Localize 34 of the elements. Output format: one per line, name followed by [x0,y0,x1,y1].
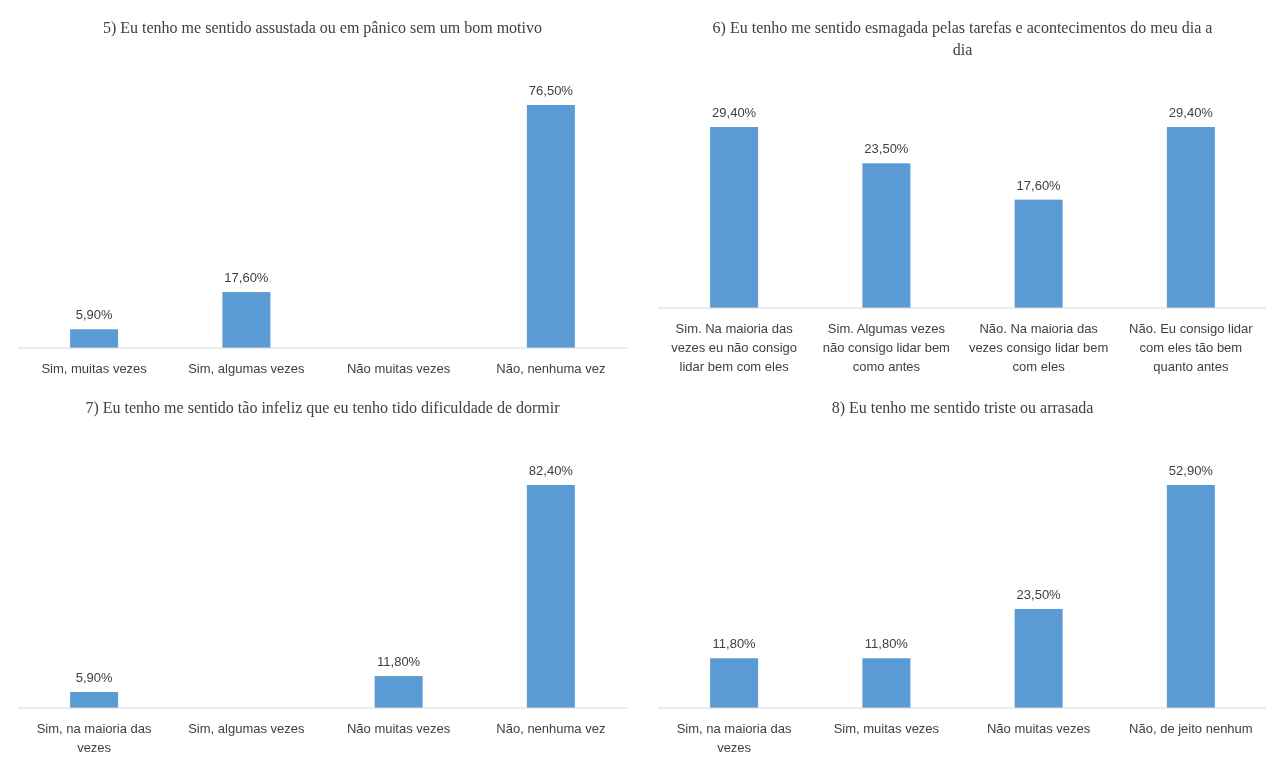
x-tick-label: Não muitas vezes [346,361,451,376]
data-label: 11,80% [864,636,909,652]
data-label: 23,50% [864,141,909,157]
data-label: 5,90% [75,307,113,323]
x-tick-label: Não. Na maioria das vezes consigo lidar bem com eles [968,321,1109,374]
chart-title: 6) Eu tenho me sentido esmagada pelas tarefas e acontecimentos do meu dia a dia [712,19,1213,58]
data-label: 11,80% [712,636,757,652]
data-label: 5,90% [75,670,113,686]
x-tick-label: Sim, algumas vezes [188,721,306,736]
x-tick-label: Não muitas vezes [986,721,1091,736]
data-label: 17,60% [1016,177,1062,193]
chart-title: 8) Eu tenho me sentido triste ou arrasada [831,399,1094,417]
x-tick-label: Não muitas vezes [346,721,451,736]
x-tick-label: Sim, na maioria das vezes [36,721,153,755]
data-label: 11,80% [377,654,421,670]
data-label: 29,40% [712,105,757,120]
x-tick-label: Sim. Na maioria das vezes eu não consigo lidar bem com eles [671,321,798,374]
data-label: 17,60% [224,270,269,286]
data-label: 29,40% [1168,105,1214,120]
x-tick-label: Não, nenhuma vez [496,721,606,736]
x-tick-label: Não, de jeito nenhum [1129,721,1253,736]
chart-title: 7) Eu tenho me sentido tão infeliz que eu tenho tido dificuldade de dormir [85,399,561,417]
x-tick-label: Não, nenhuma vez [496,361,606,376]
x-tick-label: Sim, muitas vezes [41,361,148,376]
data-label: 82,40% [528,463,574,478]
x-tick-label: Sim. Algumas vezes não consigo lidar bem como antes [822,321,950,374]
x-tick-label: Não. Eu consigo lidar com eles tão bem quanto antes [1129,321,1254,374]
chart-title: 5) Eu tenho me sentido assustada ou em pânico sem um bom motivo [102,19,543,37]
data-label: 76,50% [528,83,574,98]
data-label: 52,90% [1168,463,1214,478]
data-label: 23,50% [1016,586,1062,602]
x-tick-label: Sim, muitas vezes [833,721,940,736]
x-tick-label: Sim, algumas vezes [188,361,306,376]
x-tick-label: Sim, na maioria das vezes [676,721,793,755]
